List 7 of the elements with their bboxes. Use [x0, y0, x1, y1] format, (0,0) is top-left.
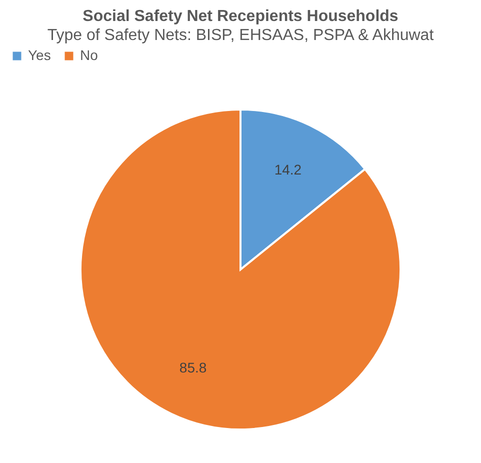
- chart-subtitle: Type of Safety Nets: BISP, EHSAAS, PSPA & Akhuwat: [47, 27, 434, 44]
- legend-label: Yes: [28, 47, 51, 63]
- chart-title: Social Safety Net Recepients Households: [82, 8, 398, 25]
- pie-slice: [80, 108, 402, 430]
- data-label: 85.8: [179, 360, 207, 376]
- data-label: 14.2: [274, 161, 302, 178]
- legend-label: No: [80, 47, 98, 63]
